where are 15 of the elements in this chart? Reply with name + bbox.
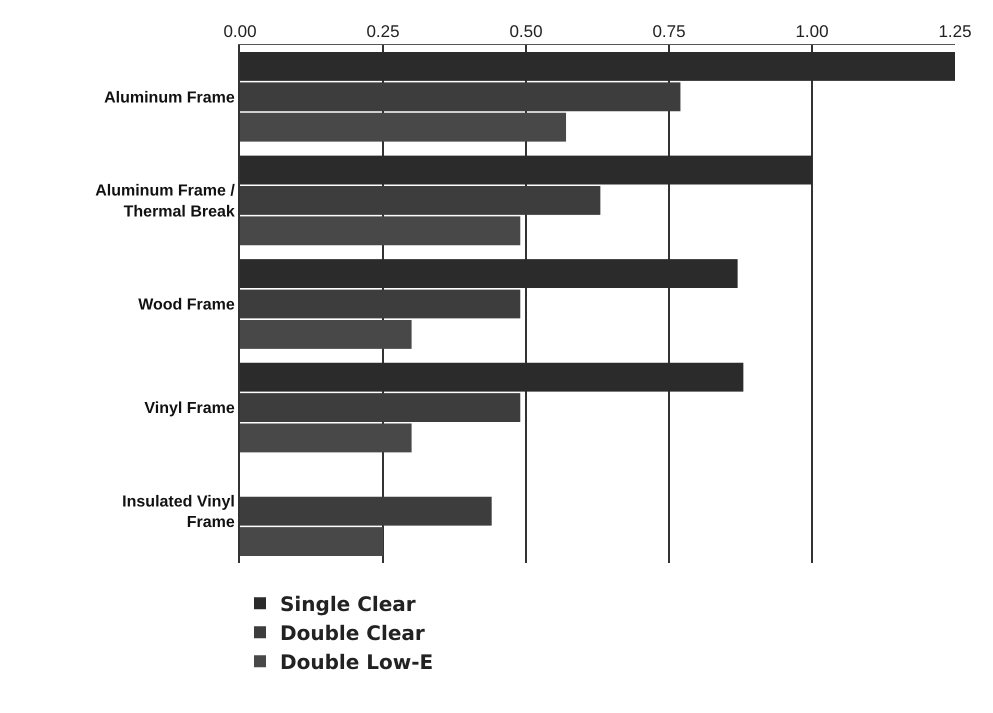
legend-label: Double Low-E bbox=[280, 650, 434, 674]
legend-label: Single Clear bbox=[280, 592, 416, 616]
x-tick-label: 0.00 bbox=[223, 22, 257, 42]
x-tick-label: 1.25 bbox=[938, 22, 972, 42]
x-tick-label: 0.75 bbox=[652, 22, 686, 42]
y-tick-label: Vinyl Frame bbox=[144, 400, 235, 418]
bar bbox=[240, 112, 566, 142]
y-tick-label: Aluminum Frame bbox=[104, 89, 235, 106]
x-tick-label: 0.25 bbox=[366, 22, 400, 42]
legend-label: Double Clear bbox=[280, 621, 425, 646]
y-tick-label: Insulated Vinyl Frame bbox=[122, 493, 235, 532]
x-tick-label: 0.50 bbox=[509, 22, 543, 42]
y-tick-label: Wood Frame bbox=[138, 296, 235, 314]
y-tick-label: Aluminum Frame / Thermal Break bbox=[95, 182, 236, 220]
x-tick-label: 1.00 bbox=[795, 22, 829, 42]
